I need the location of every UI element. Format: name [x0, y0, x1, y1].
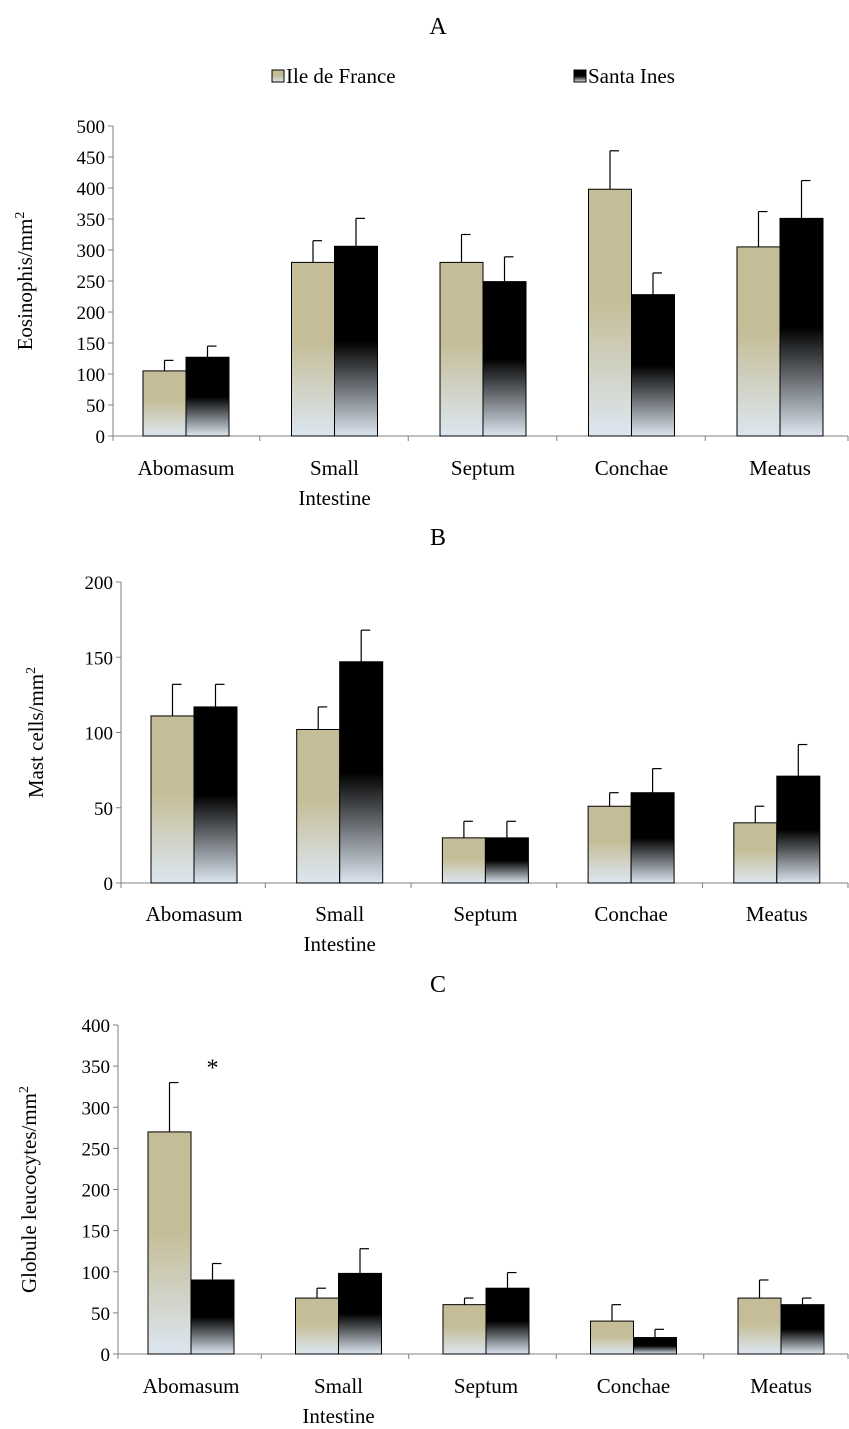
- panel-title: B: [430, 525, 446, 551]
- bar-santa-ines: [190, 1279, 235, 1355]
- category-label: Conchae: [597, 1374, 670, 1398]
- bar-ile-de-france: [733, 822, 778, 884]
- category-label: Septum: [454, 1374, 518, 1398]
- y-tick-label: 150: [85, 648, 114, 669]
- y-tick-label: 300: [77, 241, 106, 262]
- y-tick-label: 200: [77, 303, 106, 324]
- panel-b-mast-cells: B 0 50 100 150 200 Mast cells/mm2 Abomasum Small…: [24, 525, 849, 956]
- category-label: Conchae: [595, 456, 668, 480]
- bar-santa-ines: [780, 1304, 825, 1355]
- y-axis-label: Mast cells/mm2: [24, 667, 48, 798]
- bar-ile-de-france: [590, 1320, 634, 1355]
- bar-ile-de-france: [296, 728, 341, 884]
- y-tick-label: 100: [85, 724, 114, 745]
- category-label: Meatus: [750, 1374, 812, 1398]
- bar-santa-ines: [339, 661, 384, 884]
- y-tick-label: 250: [82, 1139, 111, 1160]
- bar-ile-de-france: [442, 1304, 487, 1355]
- category-label: Conchae: [594, 902, 667, 926]
- category-label: Small Intestine: [304, 902, 376, 956]
- category-label: Meatus: [746, 902, 808, 926]
- bar-ile-de-france: [587, 805, 632, 884]
- category-label: Abomasum: [143, 1374, 240, 1398]
- y-tick-label: 50: [91, 1304, 110, 1325]
- panel-title: C: [430, 972, 446, 998]
- bar-ile-de-france: [441, 837, 486, 884]
- bar-santa-ines: [185, 356, 230, 437]
- category-label: Small Intestine: [302, 1374, 374, 1428]
- y-tick-label: 500: [77, 117, 106, 138]
- legend-swatch-ile-de-france: [271, 69, 285, 83]
- y-tick-label: 0: [101, 1345, 111, 1366]
- bar-ile-de-france: [736, 246, 781, 437]
- panel-a-eosinophils: A 0 50 100 150 200 250 300 350 400 450 500 Eosinophi…: [13, 14, 849, 510]
- y-axis-label: Globule leucocytes/mm2: [17, 1086, 41, 1293]
- y-tick-label: 200: [82, 1181, 111, 1202]
- bar-santa-ines: [630, 792, 675, 884]
- category-label: Septum: [451, 456, 515, 480]
- bar-santa-ines: [779, 217, 824, 437]
- y-tick-label: 100: [77, 365, 106, 386]
- bar-ile-de-france: [142, 370, 187, 437]
- legend-label-ile-de-france: Ile de France: [286, 64, 396, 88]
- category-label: Meatus: [749, 456, 811, 480]
- category-label: Septum: [453, 902, 517, 926]
- bar-ile-de-france: [737, 1297, 782, 1355]
- bar-santa-ines: [338, 1272, 382, 1355]
- y-tick-label: 350: [82, 1057, 111, 1078]
- bar-ile-de-france: [147, 1131, 192, 1355]
- legend: Ile de France Santa Ines: [271, 64, 675, 88]
- y-tick-label: 250: [77, 272, 106, 293]
- significance-asterisk: *: [207, 1056, 219, 1082]
- bar-santa-ines: [485, 1287, 530, 1355]
- bar-ile-de-france: [439, 261, 484, 437]
- bar-santa-ines: [484, 837, 529, 884]
- panel-c-globule-leucocytes: C 0 50 100 150 200 250 300 350 400 Globule leucocy…: [17, 972, 849, 1428]
- bar-ile-de-france: [295, 1297, 339, 1355]
- y-tick-label: 50: [94, 799, 113, 820]
- y-tick-label: 200: [85, 573, 114, 594]
- category-label: Abomasum: [146, 902, 243, 926]
- y-tick-label: 0: [96, 427, 106, 448]
- legend-label-santa-ines: Santa Ines: [588, 64, 675, 88]
- bar-santa-ines: [334, 245, 378, 437]
- y-tick-label: 100: [82, 1263, 111, 1284]
- category-label: Abomasum: [138, 456, 235, 480]
- bar-santa-ines: [631, 294, 675, 437]
- bar-ile-de-france: [291, 261, 335, 437]
- bar-santa-ines: [633, 1337, 677, 1355]
- bar-ile-de-france: [150, 715, 195, 884]
- panel-title: A: [429, 14, 447, 40]
- category-label: Small Intestine: [298, 456, 370, 510]
- bar-santa-ines: [482, 281, 527, 437]
- y-tick-label: 0: [104, 874, 114, 895]
- y-tick-label: 300: [82, 1098, 111, 1119]
- y-tick-label: 400: [77, 179, 106, 200]
- bar-santa-ines: [776, 775, 821, 884]
- y-tick-label: 150: [77, 334, 106, 355]
- y-tick-label: 150: [82, 1222, 111, 1243]
- y-tick-label: 450: [77, 148, 106, 169]
- bar-santa-ines: [193, 706, 238, 884]
- y-tick-label: 350: [77, 210, 106, 231]
- y-tick-label: 400: [82, 1016, 111, 1037]
- y-tick-label: 50: [86, 396, 105, 417]
- legend-swatch-santa-ines: [573, 69, 587, 83]
- bar-ile-de-france: [588, 188, 632, 437]
- y-axis-label: Eosinophis/mm2: [13, 212, 37, 351]
